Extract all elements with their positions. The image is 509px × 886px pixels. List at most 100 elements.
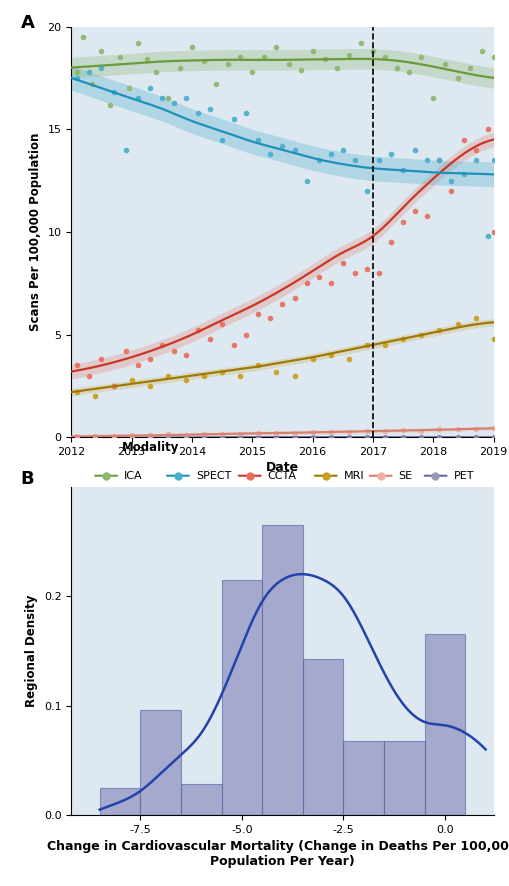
- Text: SPECT: SPECT: [196, 470, 231, 481]
- Point: [133, 358, 142, 372]
- Point: [454, 317, 462, 331]
- Point: [97, 352, 105, 366]
- Point: [73, 65, 81, 79]
- Point: [125, 82, 133, 96]
- Point: [381, 424, 389, 438]
- Point: [490, 153, 498, 167]
- Point: [399, 214, 407, 229]
- Point: [158, 91, 166, 105]
- Point: [182, 348, 190, 362]
- Point: [387, 235, 395, 249]
- Point: [339, 256, 347, 270]
- Point: [248, 65, 257, 79]
- Point: [471, 430, 479, 444]
- Point: [399, 163, 407, 177]
- Point: [242, 105, 250, 120]
- Point: [236, 427, 244, 441]
- Point: [302, 174, 310, 188]
- Point: [73, 71, 81, 85]
- Bar: [100, 788, 140, 815]
- Point: [230, 112, 238, 126]
- Point: [206, 102, 214, 116]
- Point: [236, 431, 244, 445]
- Text: PET: PET: [454, 470, 474, 481]
- Point: [188, 40, 196, 54]
- Point: [399, 331, 407, 346]
- Point: [490, 421, 498, 435]
- Point: [405, 65, 413, 79]
- Point: [266, 311, 274, 325]
- Point: [146, 428, 154, 442]
- Point: [308, 425, 317, 439]
- Point: [218, 364, 226, 378]
- Point: [86, 65, 94, 79]
- Point: [73, 358, 81, 372]
- Point: [429, 91, 437, 105]
- Point: [381, 51, 389, 65]
- Point: [73, 385, 81, 400]
- Point: [88, 77, 96, 91]
- Point: [109, 379, 118, 393]
- Point: [351, 266, 359, 280]
- Point: [254, 426, 263, 440]
- Point: [272, 40, 280, 54]
- Point: [73, 431, 81, 446]
- Point: [146, 431, 154, 445]
- Point: [278, 138, 287, 152]
- Point: [471, 153, 479, 167]
- Point: [260, 51, 268, 65]
- Point: [109, 85, 118, 99]
- Point: [109, 379, 118, 393]
- Point: [490, 51, 498, 65]
- Point: [200, 369, 208, 383]
- Point: [218, 317, 226, 331]
- Point: [357, 36, 365, 51]
- Point: [236, 51, 244, 65]
- Point: [411, 143, 419, 157]
- Point: [441, 57, 449, 71]
- Point: [345, 425, 353, 439]
- Point: [454, 430, 462, 444]
- Point: [423, 208, 432, 222]
- Point: [490, 430, 498, 444]
- Point: [315, 153, 323, 167]
- Point: [327, 424, 335, 439]
- Point: [272, 364, 280, 378]
- Point: [423, 153, 432, 167]
- Point: [375, 266, 383, 280]
- Point: [164, 91, 172, 105]
- Point: [435, 423, 443, 437]
- Point: [351, 153, 359, 167]
- X-axis label: Change in Cardiovascular Mortality (Change in Deaths Per 100,000
Population Per : Change in Cardiovascular Mortality (Chan…: [47, 841, 509, 868]
- Bar: [425, 634, 465, 815]
- Point: [97, 44, 105, 58]
- Point: [327, 348, 335, 362]
- Point: [122, 143, 130, 157]
- Point: [194, 105, 202, 120]
- X-axis label: Date: Date: [266, 462, 299, 474]
- Text: A: A: [20, 14, 35, 32]
- Point: [417, 430, 426, 444]
- Point: [170, 344, 178, 358]
- Point: [206, 331, 214, 346]
- Point: [230, 338, 238, 352]
- Point: [466, 60, 474, 74]
- Point: [302, 276, 310, 291]
- Point: [212, 77, 220, 91]
- Point: [218, 426, 226, 440]
- Point: [86, 369, 94, 383]
- Point: [381, 430, 389, 444]
- Point: [116, 51, 124, 65]
- Point: [417, 51, 426, 65]
- Point: [363, 430, 371, 444]
- Y-axis label: Regional Density: Regional Density: [25, 595, 38, 707]
- Point: [218, 132, 226, 146]
- Point: [393, 60, 401, 74]
- Point: [182, 428, 190, 442]
- Point: [254, 307, 263, 321]
- Point: [158, 338, 166, 352]
- Y-axis label: Scans Per 100,000 Population: Scans Per 100,000 Population: [29, 133, 42, 331]
- Point: [194, 323, 202, 338]
- Point: [315, 270, 323, 284]
- Point: [477, 44, 486, 58]
